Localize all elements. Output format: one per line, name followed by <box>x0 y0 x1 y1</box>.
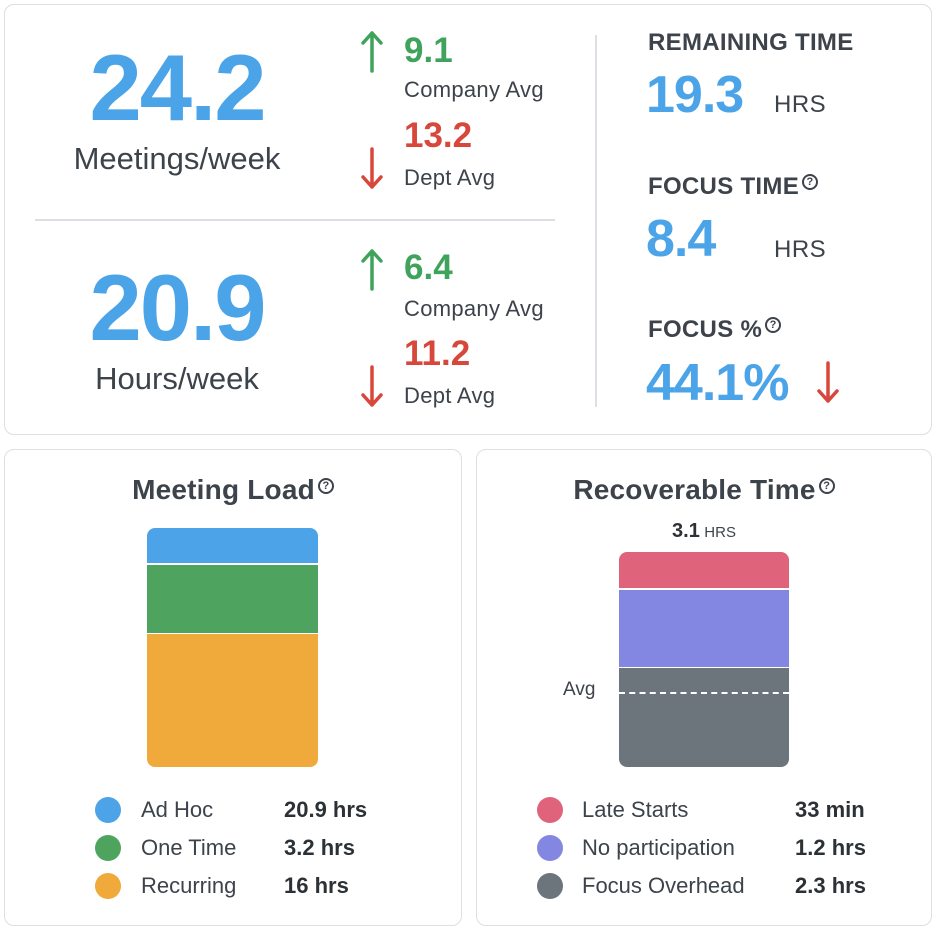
hours-per-week-label: Hours/week <box>95 361 259 396</box>
recoverable-time-title: Recoverable Time? <box>477 474 931 506</box>
focus-time-value: 8.4 <box>646 210 716 268</box>
legend-label: Focus Overhead <box>582 873 745 898</box>
legend-dot <box>95 835 121 861</box>
recurring-segment <box>147 634 318 767</box>
arrow-down-icon <box>817 361 839 403</box>
hours-per-week-value: 20.9 <box>89 255 267 360</box>
segment-divider <box>619 588 789 590</box>
segment-divider <box>619 666 789 668</box>
hours-company-delta: 6.4 <box>404 248 453 287</box>
legend-label: One Time <box>141 835 237 860</box>
legend-item-ad-hoc: Ad Hoc 20.9 hrs <box>95 795 435 825</box>
meetings-per-week-value: 24.2 <box>89 35 267 140</box>
recoverable-total-unit: HRS <box>704 524 736 541</box>
remaining-time-value: 19.3 <box>646 66 744 124</box>
legend-item-recurring: Recurring 16 hrs <box>95 871 435 901</box>
late-starts-segment <box>619 552 789 588</box>
legend-value: 16 hrs <box>284 873 349 898</box>
meetings-per-week-label: Meetings/week <box>73 141 281 176</box>
legend-label: No participation <box>582 835 735 860</box>
recoverable-time-title-text: Recoverable Time <box>573 474 816 505</box>
legend-value: 33 min <box>795 797 865 822</box>
meetings-company-delta: 9.1 <box>404 31 453 70</box>
recoverable-time-card: Recoverable Time? 3.1 HRS Avg Late Start… <box>476 449 932 926</box>
meetings-dept-delta: 13.2 <box>404 116 473 155</box>
legend-dot <box>537 835 563 861</box>
help-icon[interactable]: ? <box>802 174 818 190</box>
legend-item-one-time: One Time 3.2 hrs <box>95 833 435 863</box>
legend-label: Ad Hoc <box>141 797 214 822</box>
legend-item-no-participation: No participation 1.2 hrs <box>537 833 917 863</box>
average-label: Avg <box>563 679 596 700</box>
legend-value: 20.9 hrs <box>284 797 368 822</box>
help-icon[interactable]: ? <box>317 477 334 494</box>
help-icon[interactable]: ? <box>818 477 835 494</box>
meeting-load-stacked-bar <box>147 528 318 767</box>
legend-label: Recurring <box>141 873 237 898</box>
no-participation-segment <box>619 589 789 667</box>
segment-divider <box>147 563 318 565</box>
summary-card: 24.2 Meetings/week 9.1 Company Avg 13.2 … <box>4 4 932 435</box>
segment-divider <box>147 632 318 634</box>
legend-value: 3.2 hrs <box>284 835 355 860</box>
focus-time-unit: HRS <box>774 236 827 263</box>
legend-dot <box>537 873 563 899</box>
meeting-load-card: Meeting Load? Ad Hoc 20.9 hrs One Time 3… <box>4 449 462 926</box>
recoverable-total: 3.1 HRS <box>477 520 931 543</box>
legend-label: Late Starts <box>582 797 689 822</box>
horizontal-divider <box>35 219 555 221</box>
focus-pct-heading-text: FOCUS % <box>648 316 763 343</box>
meeting-load-title: Meeting Load? <box>5 474 461 506</box>
legend-item-focus-overhead: Focus Overhead 2.3 hrs <box>537 871 917 901</box>
focus-pct-heading: FOCUS %? <box>648 316 782 344</box>
arrow-down-icon <box>361 365 383 407</box>
arrow-down-icon <box>361 147 383 189</box>
remaining-time-heading: REMAINING TIME <box>648 29 854 56</box>
focus-overhead-segment <box>619 668 789 767</box>
focus-pct-value: 44.1% <box>646 354 789 412</box>
meetings-dept-label: Dept Avg <box>404 165 496 190</box>
focus-time-heading-text: FOCUS TIME <box>648 173 799 200</box>
focus-time-heading: FOCUS TIME? <box>648 173 818 201</box>
legend-dot <box>95 873 121 899</box>
one-time-segment <box>147 564 318 633</box>
legend-value: 2.3 hrs <box>795 873 866 898</box>
recoverable-stacked-bar <box>619 552 789 767</box>
recoverable-total-value: 3.1 <box>672 520 700 542</box>
meeting-load-title-text: Meeting Load <box>132 474 315 505</box>
legend-value: 1.2 hrs <box>795 835 866 860</box>
help-icon[interactable]: ? <box>765 317 782 333</box>
legend-dot <box>95 797 121 823</box>
arrow-up-icon <box>361 31 383 73</box>
average-line <box>619 692 789 694</box>
meetings-company-label: Company Avg <box>404 77 544 102</box>
hours-dept-delta: 11.2 <box>404 334 471 373</box>
arrow-up-icon <box>361 249 383 291</box>
vertical-divider <box>595 35 597 407</box>
remaining-time-unit: HRS <box>774 91 827 118</box>
legend-item-late-starts: Late Starts 33 min <box>537 795 917 825</box>
legend-dot <box>537 797 563 823</box>
hours-company-label: Company Avg <box>404 296 544 321</box>
ad-hoc-segment <box>147 528 318 563</box>
hours-dept-label: Dept Avg <box>404 383 496 408</box>
